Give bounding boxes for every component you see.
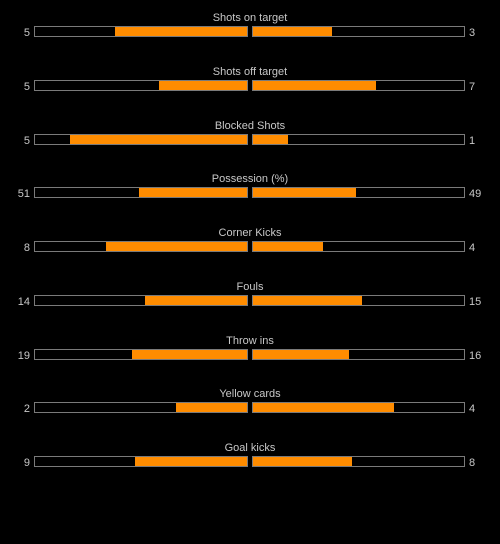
home-bar-fill: [158, 81, 247, 90]
home-value: 14: [17, 296, 30, 308]
stat-row: Corner Kicks 8 4: [0, 227, 500, 267]
home-bar: [34, 402, 248, 413]
away-bar: [252, 402, 465, 413]
stat-row: Shots on target 5 3: [0, 12, 500, 52]
away-bar: [252, 349, 465, 360]
home-value: 19: [17, 350, 30, 362]
stat-row: Yellow cards 2 4: [0, 388, 500, 428]
away-bar-fill: [253, 27, 333, 36]
away-bar: [252, 241, 465, 252]
stat-row: Possession (%) 51 49: [0, 173, 500, 213]
home-value: 5: [23, 27, 30, 39]
home-value: 9: [23, 457, 30, 469]
away-value: 8: [469, 457, 476, 469]
stat-label: Shots on target: [212, 12, 288, 24]
away-bar: [252, 295, 465, 306]
stat-label: Throw ins: [226, 335, 274, 347]
away-bar: [252, 26, 465, 37]
away-value: 3: [469, 27, 476, 39]
away-bar-fill: [253, 457, 353, 466]
stat-row: Blocked Shots 5 1: [0, 120, 500, 160]
home-value: 2: [23, 403, 30, 415]
home-bar: [34, 26, 248, 37]
away-bar-fill: [253, 350, 350, 359]
home-bar: [34, 187, 248, 198]
away-bar-fill: [253, 296, 363, 305]
stat-label: Yellow cards: [219, 388, 281, 400]
away-value: 7: [469, 81, 476, 93]
stat-label: Fouls: [236, 281, 264, 293]
away-bar-fill: [253, 403, 394, 412]
away-value: 16: [469, 350, 482, 362]
away-bar-fill: [253, 81, 377, 90]
home-bar: [34, 241, 248, 252]
stat-label: Possession (%): [211, 173, 289, 185]
home-bar-fill: [138, 188, 247, 197]
home-bar-fill: [144, 296, 247, 305]
home-value: 8: [23, 242, 30, 254]
away-bar: [252, 80, 465, 91]
home-bar-fill: [134, 457, 247, 466]
away-bar-fill: [253, 188, 357, 197]
stat-row: Goal kicks 9 8: [0, 442, 500, 482]
away-value: 1: [469, 135, 476, 147]
stat-label: Goal kicks: [224, 442, 276, 454]
home-bar: [34, 349, 248, 360]
stat-label: Shots off target: [212, 66, 288, 78]
stat-row: Fouls 14 15: [0, 281, 500, 321]
home-bar-fill: [105, 242, 247, 251]
home-bar-fill: [176, 403, 247, 412]
home-bar: [34, 456, 248, 467]
home-value: 5: [23, 81, 30, 93]
home-bar: [34, 80, 248, 91]
away-value: 49: [469, 188, 482, 200]
away-bar-fill: [253, 135, 289, 144]
home-bar: [34, 134, 248, 145]
home-bar-fill: [131, 350, 247, 359]
stat-label: Corner Kicks: [218, 227, 282, 239]
home-bar-fill: [114, 27, 247, 36]
away-bar-fill: [253, 242, 324, 251]
away-value: 4: [469, 242, 476, 254]
away-bar: [252, 456, 465, 467]
away-value: 15: [469, 296, 482, 308]
home-value: 51: [17, 188, 30, 200]
home-bar: [34, 295, 248, 306]
away-bar: [252, 134, 465, 145]
stat-row: Throw ins 19 16: [0, 335, 500, 375]
away-bar: [252, 187, 465, 198]
stat-row: Shots off target 5 7: [0, 66, 500, 106]
home-bar-fill: [70, 135, 247, 144]
home-value: 5: [23, 135, 30, 147]
away-value: 4: [469, 403, 476, 415]
stat-label: Blocked Shots: [214, 120, 286, 132]
